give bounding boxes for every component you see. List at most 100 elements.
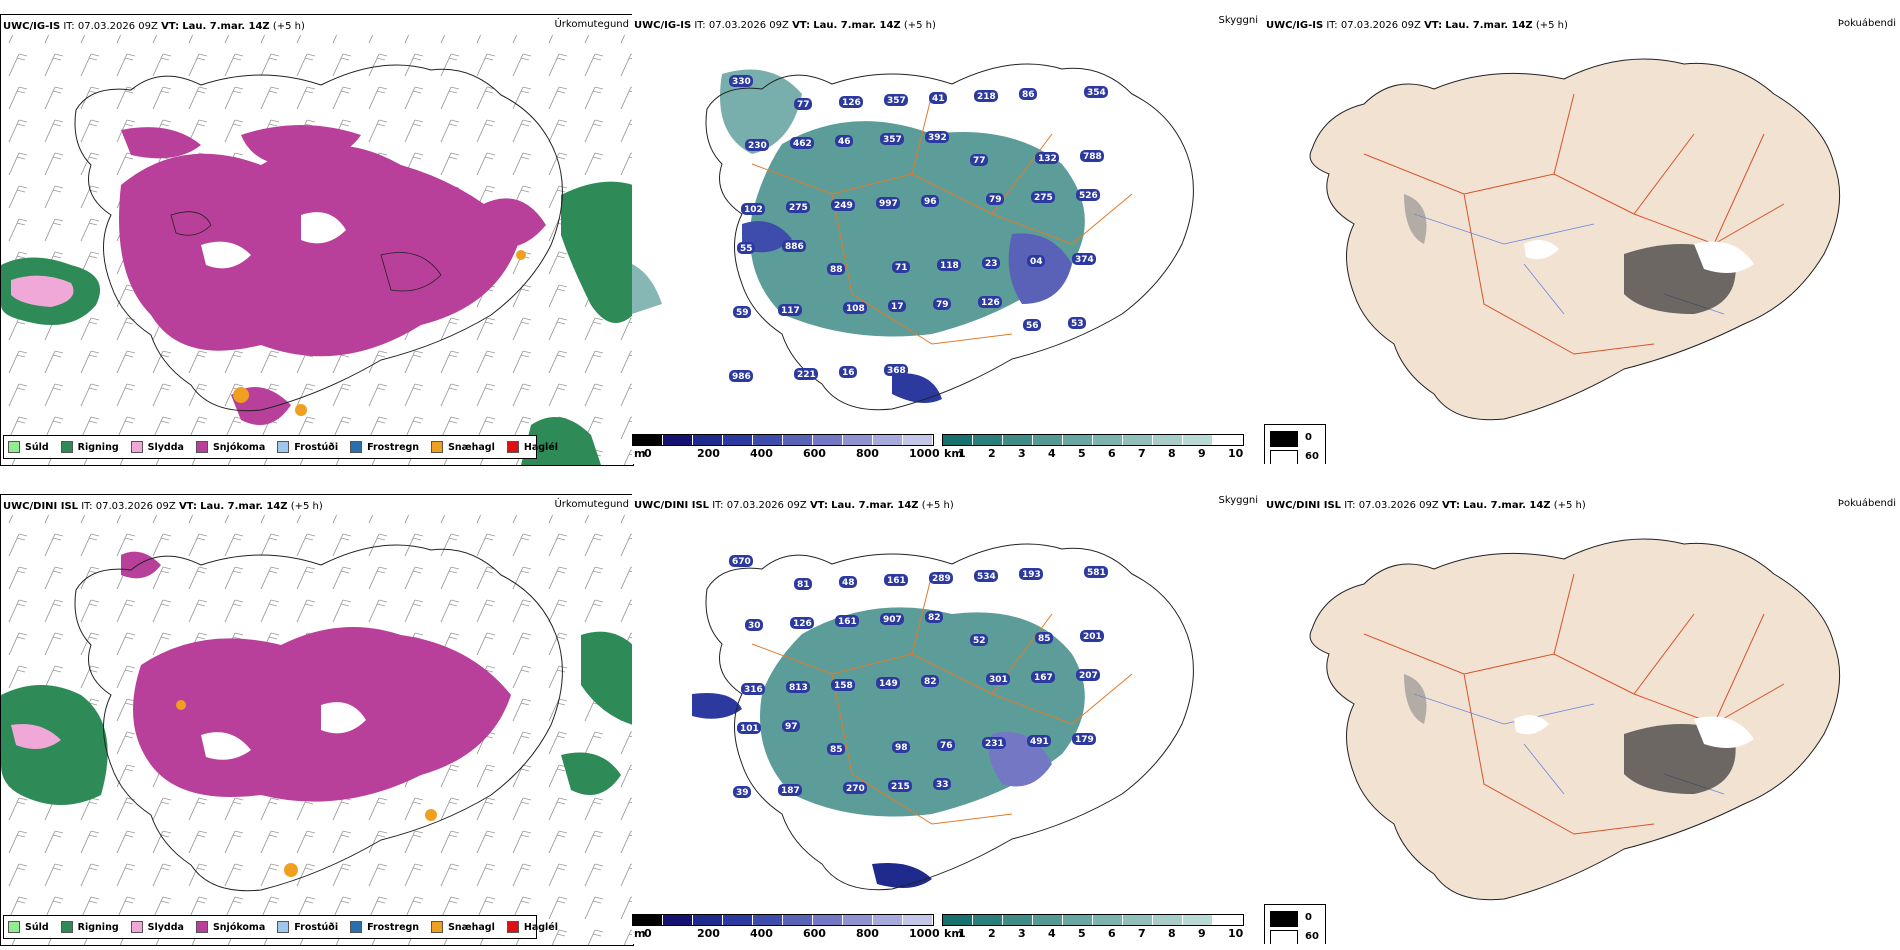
ceiling-value-label: 392	[928, 133, 947, 143]
ceiling-label-bg	[1031, 191, 1055, 203]
ceiling-label-bg	[839, 96, 863, 108]
ceiling-value-label: 161	[887, 576, 906, 586]
ceiling-label-bg	[843, 302, 867, 314]
ceiling-value-label: 77	[973, 156, 986, 166]
colorbar-tick-label: 8	[1168, 447, 1176, 460]
ceiling-value-label: 52	[973, 636, 986, 646]
ceiling-visibility-map-top: 330 77 126 357 41 218 86 354 230 462 46 357 392 77 132…	[632, 63, 1194, 411]
ceiling-label-bg	[986, 193, 1004, 205]
colorbar-segment	[1003, 915, 1033, 925]
colorbar-segment	[663, 435, 693, 445]
fog-map-bottom	[1309, 538, 1841, 901]
legend-item-graupel: Snæhagl	[431, 441, 495, 453]
colorbar-segment	[813, 435, 843, 445]
ceiling-value-label: 16	[842, 368, 855, 378]
ceiling-label-bg	[782, 720, 800, 732]
fog-legend-bottom: 0 60	[1264, 904, 1326, 944]
ceiling-label-bg	[884, 364, 908, 376]
ceiling-value-label: 215	[891, 782, 910, 792]
legend-swatch	[277, 921, 290, 933]
ceiling-label-bg	[884, 94, 908, 106]
ceiling-label-bg	[794, 368, 818, 380]
ceiling-value-label: 534	[977, 572, 996, 582]
ceiling-label-bg	[970, 154, 988, 166]
legend-item-sleet: Slydda	[130, 441, 184, 453]
ceiling-label-bg	[786, 681, 810, 693]
colorbar-segment	[753, 915, 783, 925]
colorbar-tick-label: 0	[644, 447, 652, 460]
ceiling-value-label: 102	[744, 205, 763, 215]
colorbar-tick-label: 10	[1228, 927, 1244, 940]
ceiling-label-bg	[929, 572, 953, 584]
legend-item-hail: Haglél	[506, 921, 558, 933]
ceiling-visibility-panel-top: UWC/IG-IS IT: 07.03.2026 09Z VT: Lau. 7.…	[632, 14, 1264, 464]
colorbar-tick-label: 800	[856, 927, 879, 940]
ceiling-value-label: 118	[940, 261, 959, 271]
ceiling-value-label: 76	[940, 741, 953, 751]
ceiling-value-label: 71	[895, 263, 908, 273]
fog-legend-label: 0	[1305, 432, 1312, 443]
visibility-colorbar-top	[942, 434, 1244, 446]
ceiling-value-label: 231	[985, 739, 1004, 749]
ceiling-label-bg	[1035, 632, 1053, 644]
ceiling-label-bg	[778, 784, 802, 796]
ceiling-value-label: 85	[830, 745, 843, 755]
colorbar-segment	[723, 915, 753, 925]
colorbar-tick-label: 1000	[909, 927, 940, 940]
ceiling-visibility-panel-bottom: UWC/DINI ISL IT: 07.03.2026 09Z VT: Lau.…	[632, 494, 1264, 944]
ceiling-value-label: 55	[740, 244, 753, 254]
ceiling-label-bg	[1072, 253, 1096, 265]
legend-item-drizzle: Súld	[8, 441, 49, 453]
colorbar-segment	[1063, 915, 1093, 925]
ceiling-label-bg	[827, 743, 845, 755]
legend-item-snow: Snjókoma	[195, 441, 265, 453]
ceiling-value-label: 108	[846, 304, 865, 314]
ceiling-label-bg	[933, 778, 951, 790]
panel-title: Úrkomutegund	[554, 499, 629, 510]
ceiling-value-label: 149	[879, 679, 898, 689]
ceiling-label-bg	[880, 613, 904, 625]
colorbar-segment	[843, 435, 873, 445]
ceiling-label-bg	[790, 137, 814, 149]
ceiling-value-label: 526	[1079, 191, 1098, 201]
ceiling-label-bg	[1076, 669, 1100, 681]
colorbar-segment	[903, 435, 933, 445]
colorbar-segment	[1153, 435, 1183, 445]
ceiling-label-bg	[925, 131, 949, 143]
visibility-unit: km	[944, 927, 963, 940]
legend-item-freezing-drizzle: Frostúði	[277, 441, 338, 453]
legend-item-sleet: Slydda	[130, 921, 184, 933]
panel-title: Þokuábendi	[1837, 498, 1896, 509]
legend-item-graupel: Snæhagl	[431, 921, 495, 933]
colorbar-tick-label: 2	[988, 447, 996, 460]
colorbar-tick-label: 8	[1168, 927, 1176, 940]
ceiling-label-bg	[970, 634, 988, 646]
colorbar-segment	[1033, 435, 1063, 445]
ceiling-unit: m	[634, 447, 646, 460]
ceiling-label-bg	[782, 240, 806, 252]
ceiling-label-bg	[843, 782, 867, 794]
legend-item-freezing-rain: Frostregn	[350, 921, 419, 933]
colorbar-tick-label: 1	[958, 447, 966, 460]
fog-legend-top: 0 60	[1264, 424, 1326, 464]
colorbar-segment	[693, 915, 723, 925]
colorbar-segment	[723, 435, 753, 445]
ceiling-value-label: 48	[842, 578, 855, 588]
legend-swatch	[277, 441, 290, 453]
ceiling-value-label: 230	[748, 141, 767, 151]
legend-swatch	[350, 921, 363, 933]
colorbar-segment	[813, 915, 843, 925]
ceiling-value-label: 289	[932, 574, 951, 584]
ceiling-value-label: 59	[736, 308, 749, 318]
colorbar-tick-label: 600	[803, 447, 826, 460]
colorbar-segment	[753, 435, 783, 445]
ceiling-label-bg	[729, 555, 753, 567]
colorbar-segment	[1213, 435, 1243, 445]
ceiling-label-bg	[778, 304, 802, 316]
ceiling-label-bg	[937, 739, 955, 751]
ceiling-value-label: 23	[985, 259, 998, 269]
colorbar-tick-label: 4	[1048, 927, 1056, 940]
ceiling-value-label: 301	[989, 675, 1008, 685]
colorbar-tick-label: 10	[1228, 447, 1244, 460]
ceiling-value-label: 187	[781, 786, 800, 796]
